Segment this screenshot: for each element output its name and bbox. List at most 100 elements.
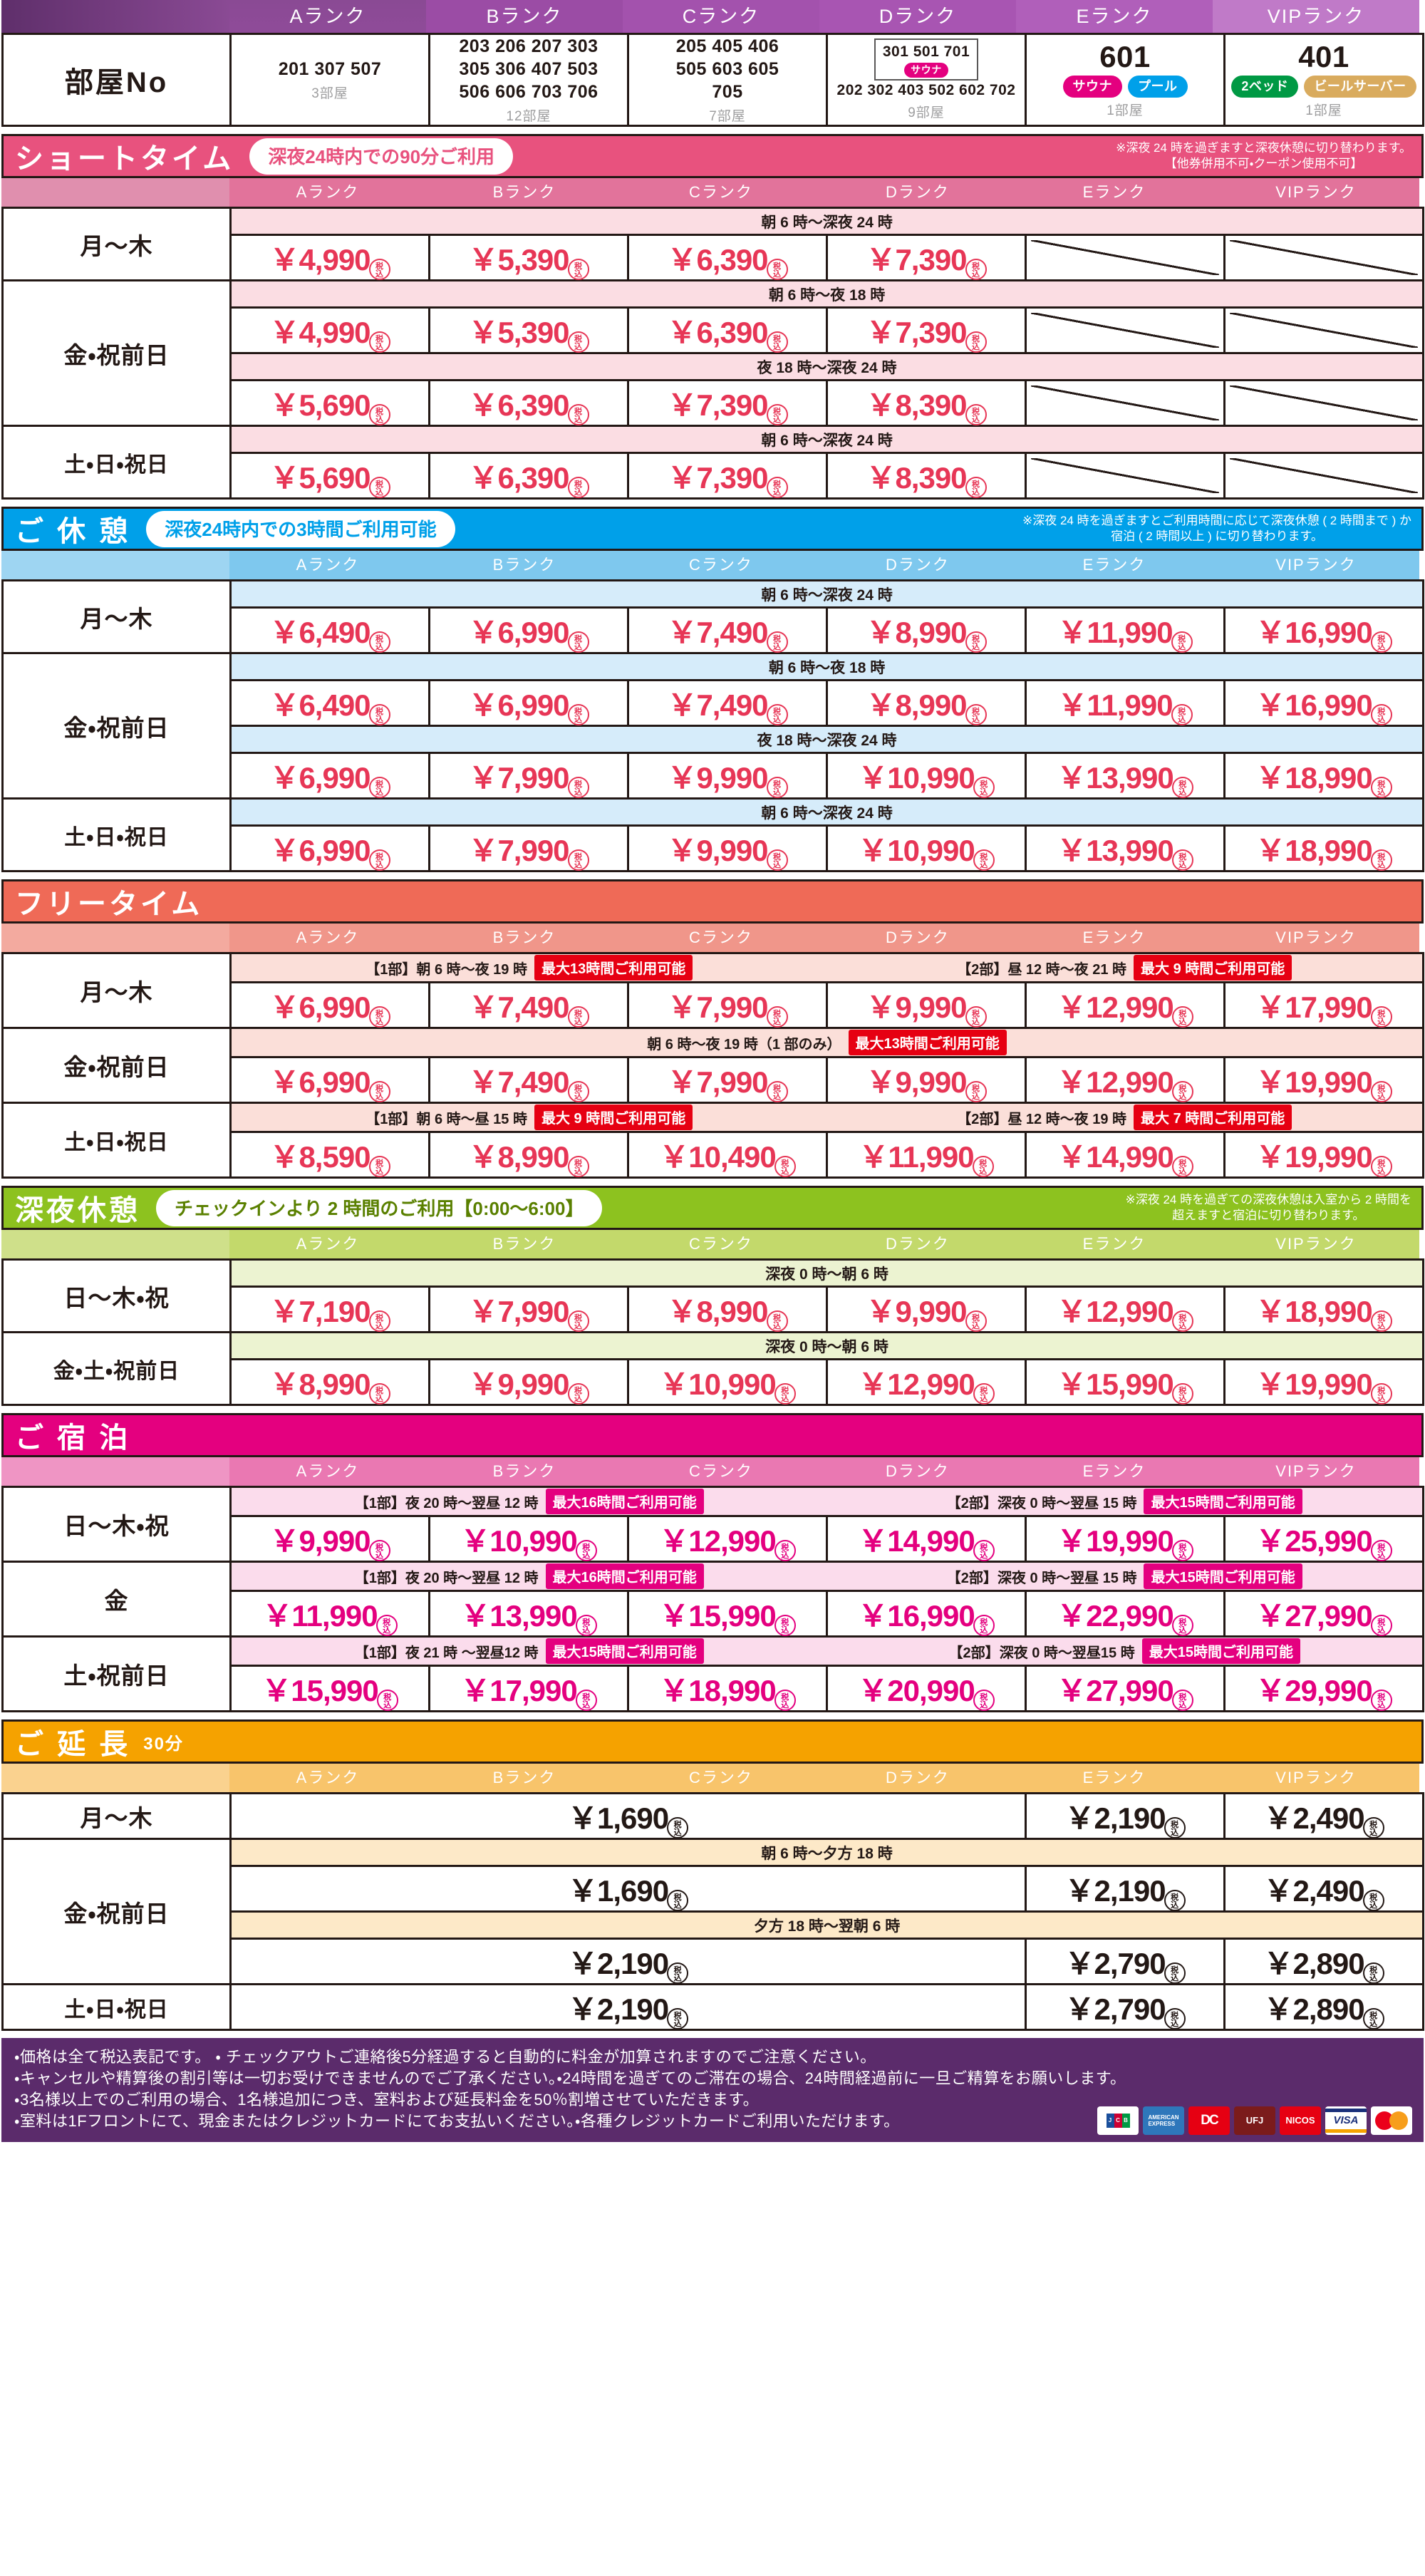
tax-included-badge: 税込 (965, 704, 987, 725)
band-row: 土・日・祝日 朝 6 時～深夜 24 時 (1, 797, 1425, 872)
band-row: 土・祝前日 【1部】夜 21 時 ～翌昼12 時最大15時間ご利用可能 【2部】深夜… (1, 1635, 1424, 1712)
price-amount: ￥13,990 (1057, 834, 1173, 867)
rank-sub-stay-5: VIPランク (1213, 1457, 1419, 1486)
price-cell: ￥2,490 税込 (1223, 1792, 1425, 1840)
room-badges-vip: 2ベッド ビールサーバー (1226, 75, 1422, 98)
day-label: 月～木 (1, 207, 232, 281)
time-band: 朝 6 時～深夜 24 時 (229, 207, 1425, 236)
rank-header-a: Aランク (229, 0, 426, 33)
tax-included-badge: 税込 (965, 1006, 987, 1028)
room-numbers-c-1: 205 405 406 (675, 36, 779, 56)
time-band: 【1部】夜 20 時～翌昼 12 時最大16時間ご利用可能 【2部】深夜 0 時～… (229, 1486, 1424, 1517)
price-amount: ￥7,990 (468, 1295, 569, 1328)
tax-included-badge: 税込 (766, 1006, 788, 1028)
price-amount: ￥13,990 (460, 1599, 577, 1633)
section-note-rest: ※深夜 24 時を過ぎますとご利用時間に応じて深夜休憩 ( 2 時間まで ) か… (1022, 514, 1411, 543)
price-cell: ￥19,990 税込 (1223, 1358, 1425, 1406)
price-cell: ￥18,990 税込 (1223, 752, 1425, 800)
tax-included-badge: 税込 (368, 1310, 390, 1332)
room-numbers-c-3: 705 (712, 82, 743, 102)
tax-included-badge: 税込 (567, 477, 589, 498)
day-label: 土・祝前日 (1, 1635, 232, 1712)
price-cell: ￥11,990 税込 (1025, 606, 1226, 654)
price-amount: ￥6,390 (468, 388, 569, 422)
max-duration-tag: 最大15時間ご利用可能 (545, 1638, 704, 1664)
tax-included-badge: 税込 (567, 1383, 589, 1405)
price-amount: ￥1,690 (567, 1801, 669, 1835)
section-pill-short: 深夜24時内での90分ご利用 (249, 138, 514, 175)
day-label: 金・祝前日 (1, 279, 232, 427)
price-cell-unavailable (1223, 379, 1425, 427)
tax-included-badge: 税込 (965, 1310, 987, 1332)
tax-included-badge: 税込 (567, 1081, 589, 1102)
price-amount: ￥4,990 (269, 243, 370, 276)
rank-substrip-free: Aランク Bランク Cランク Dランク Eランク VIPランク (1, 924, 1424, 952)
time-band-segment: 【1部】夜 20 時～翌昼 12 時最大16時間ご利用可能 (232, 1563, 827, 1590)
tax-included-badge: 税込 (766, 631, 788, 653)
time-band: 朝 6 時～夜 19 時（1 部のみ） 最大13時間ご利用可能 (229, 1027, 1424, 1058)
twobed-badge-vip: 2ベッド (1231, 75, 1299, 98)
section-title-short: ショートタイム (15, 143, 234, 175)
price-cell: ￥7,490 税込 (627, 606, 828, 654)
day-label: 日～木・祝 (1, 1258, 232, 1333)
price-cell: ￥11,990 税込 (1025, 679, 1226, 727)
rank-substrip-night: Aランク Bランク Cランク Dランク Eランク VIPランク (1, 1230, 1424, 1258)
time-band: 深夜 0 時～朝 6 時 (229, 1331, 1425, 1360)
price-amount: ￥15,990 (1057, 1367, 1173, 1401)
section-ext: ご 延 長 30分 Aランク Bランク Cランク Dランク Eランク VIPランク 月～木 ￥1,… (0, 1719, 1425, 2031)
price-amount: ￥6,990 (468, 688, 569, 722)
rank-sub-ext-5: VIPランク (1213, 1764, 1419, 1792)
price-cell: ￥7,390 税込 (826, 306, 1027, 354)
price-amount: ￥4,990 (269, 316, 370, 349)
price-amount: ￥8,990 (866, 616, 967, 649)
tax-included-badge: 税込 (965, 331, 987, 353)
time-band: 【1部】朝 6 時～夜 19 時最大13時間ご利用可能 【2部】昼 12 時～夜 … (229, 952, 1424, 983)
price-cell: ￥7,390 税込 (627, 452, 828, 500)
room-number-row: 部屋No 201 307 507 3部屋 203 206 207 303 305… (1, 33, 1424, 127)
time-band-segment: 朝 6 時～夜 19 時（1 部のみ） 最大13時間ご利用可能 (232, 1029, 1422, 1056)
ufj-card-icon: UFJ (1234, 2106, 1275, 2135)
price-amount: ￥16,990 (858, 1599, 975, 1633)
sauna-badge-d: サウナ (904, 63, 948, 78)
day-label: 金・祝前日 (1, 1027, 232, 1104)
price-cell: ￥6,390 税込 (428, 452, 629, 500)
band-row: 金・祝前日 朝 6 時～夜 18 時 (1, 279, 1425, 427)
tax-included-badge: 税込 (368, 477, 390, 498)
tax-included-badge: 税込 (1171, 704, 1193, 725)
price-cell: ￥10,490 税込 (627, 1131, 828, 1179)
price-amount: ￥13,990 (1057, 761, 1173, 795)
band-row: 土・日・祝日 朝 6 時～深夜 24 時 (1, 425, 1425, 500)
price-table-short: 月～木朝 6 時～深夜 24 時 ￥4,990 税込 ￥5,390 税込 ￥6,390 税込… (1, 207, 1425, 500)
price-amount: ￥19,990 (1057, 1524, 1173, 1558)
section-title-ext: ご 延 長 (15, 1729, 131, 1760)
rank-sub-short-2: Cランク (623, 178, 819, 207)
section-title-night: 深夜休憩 (15, 1195, 140, 1226)
tax-included-badge: 税込 (1370, 1310, 1392, 1332)
price-amount: ￥16,990 (1255, 688, 1372, 722)
rank-sub-rest-1: Bランク (426, 551, 623, 579)
price-cell-unavailable (1223, 234, 1425, 281)
day-label: 土・日・祝日 (1, 425, 232, 500)
day-label: 土・日・祝日 (1, 1983, 232, 2031)
price-cell: ￥2,890 税込 (1223, 1983, 1425, 2031)
day-label: 月～木 (1, 952, 232, 1029)
price-cell: ￥8,990 税込 (229, 1358, 430, 1406)
room-numbers-e: 601 (1099, 40, 1151, 74)
section-night: 深夜休憩 チェックインより 2 時間のご利用【0:00～6:00】 ※深夜 24 時… (0, 1186, 1425, 1406)
price-cell: ￥12,990 税込 (826, 1358, 1027, 1406)
tax-included-badge: 税込 (1370, 777, 1392, 798)
band-row: 金・祝前日 朝 6 時～夜 18 時 (1, 652, 1425, 800)
time-band: 夕方 18 時～翌朝 6 時 (229, 1910, 1425, 1940)
max-duration-tag: 最大 9 時間ご利用可能 (534, 1105, 693, 1130)
price-cell: ￥16,990 税込 (1223, 606, 1425, 654)
price-cell: ￥7,990 税込 (627, 981, 828, 1029)
band-row: 金【1部】夜 20 時～翌昼 12 時最大16時間ご利用可能 【2部】深夜 0 時… (1, 1561, 1424, 1638)
tax-included-badge: 税込 (766, 331, 788, 353)
price-cell: ￥8,390 税込 (826, 379, 1027, 427)
price-cell: ￥12,990 税込 (627, 1515, 828, 1563)
price-amount: ￥8,390 (866, 388, 967, 422)
price-cell: ￥7,390 税込 (627, 379, 828, 427)
section-title-rest: ご 休 憩 (15, 516, 131, 547)
tax-included-badge: 税込 (1164, 1817, 1186, 1838)
